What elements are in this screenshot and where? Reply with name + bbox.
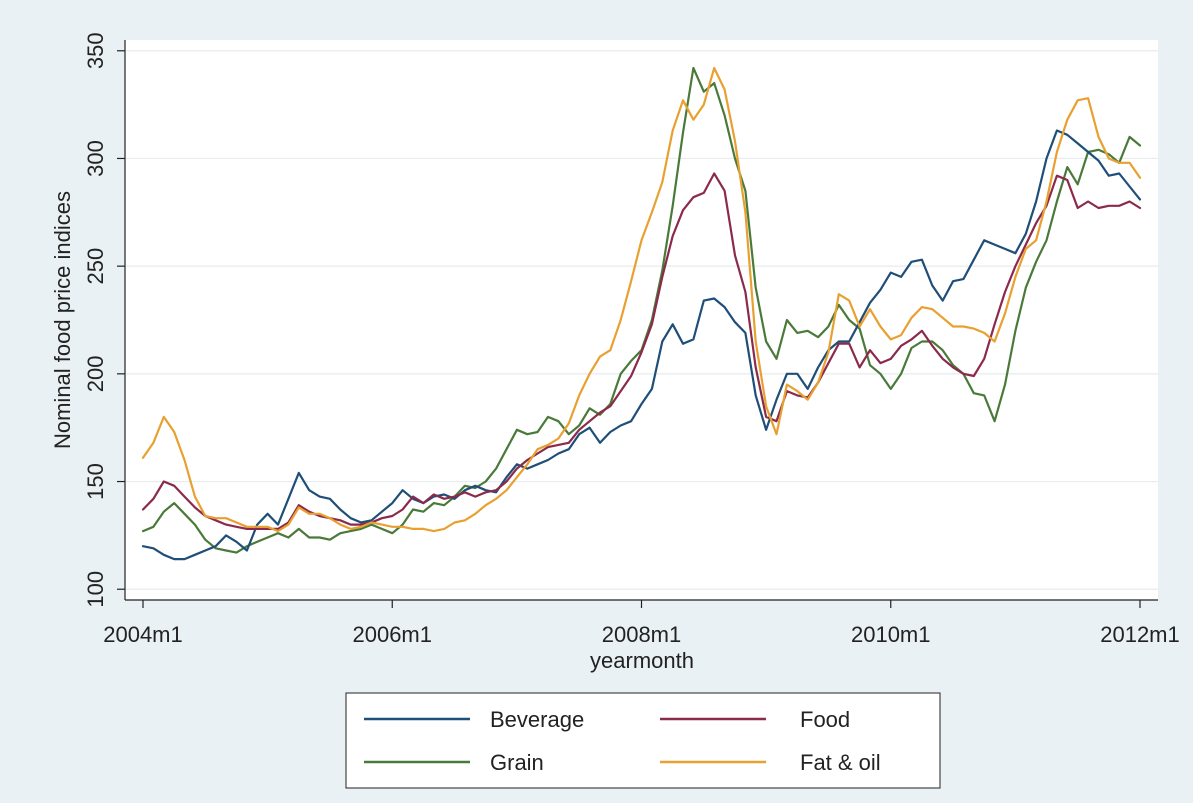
y-tick-label-200: 200 xyxy=(83,355,108,392)
x-tick-label-2012m1: 2012m1 xyxy=(1100,622,1180,647)
y-tick-label-350: 350 xyxy=(83,32,108,69)
legend-label-food: Food xyxy=(800,707,850,732)
series-line-beverage xyxy=(141,129,1142,561)
legend-label-beverage: Beverage xyxy=(490,707,584,732)
legend: Beverage Food Grain Fat & oil xyxy=(345,692,941,789)
series-lines xyxy=(141,66,1142,561)
y-tick-label-250: 250 xyxy=(83,248,108,285)
x-tick-label-2006m1: 2006m1 xyxy=(352,622,432,647)
grid-lines xyxy=(126,50,1158,590)
legend-box xyxy=(345,692,941,789)
x-tick-label-2010m1: 2010m1 xyxy=(851,622,931,647)
y-tick-label-150: 150 xyxy=(83,463,108,500)
x-tick-label-2004m1: 2004m1 xyxy=(103,622,183,647)
legend-label-grain: Grain xyxy=(490,750,544,775)
series-line-fat-oil xyxy=(141,66,1142,533)
y-axis-title: Nominal food price indices xyxy=(50,191,75,449)
y-tick-label-300: 300 xyxy=(83,140,108,177)
series-line-food xyxy=(141,172,1142,531)
y-tick-label-100: 100 xyxy=(83,571,108,608)
x-tick-label-2008m1: 2008m1 xyxy=(602,622,682,647)
x-tick-labels: 2004m1 2006m1 2008m1 2010m1 2012m1 xyxy=(103,600,1180,647)
legend-label-fat-oil: Fat & oil xyxy=(800,750,881,775)
x-axis-title: yearmonth xyxy=(590,648,694,673)
y-tick-labels: 100 150 200 250 300 350 xyxy=(83,32,125,608)
